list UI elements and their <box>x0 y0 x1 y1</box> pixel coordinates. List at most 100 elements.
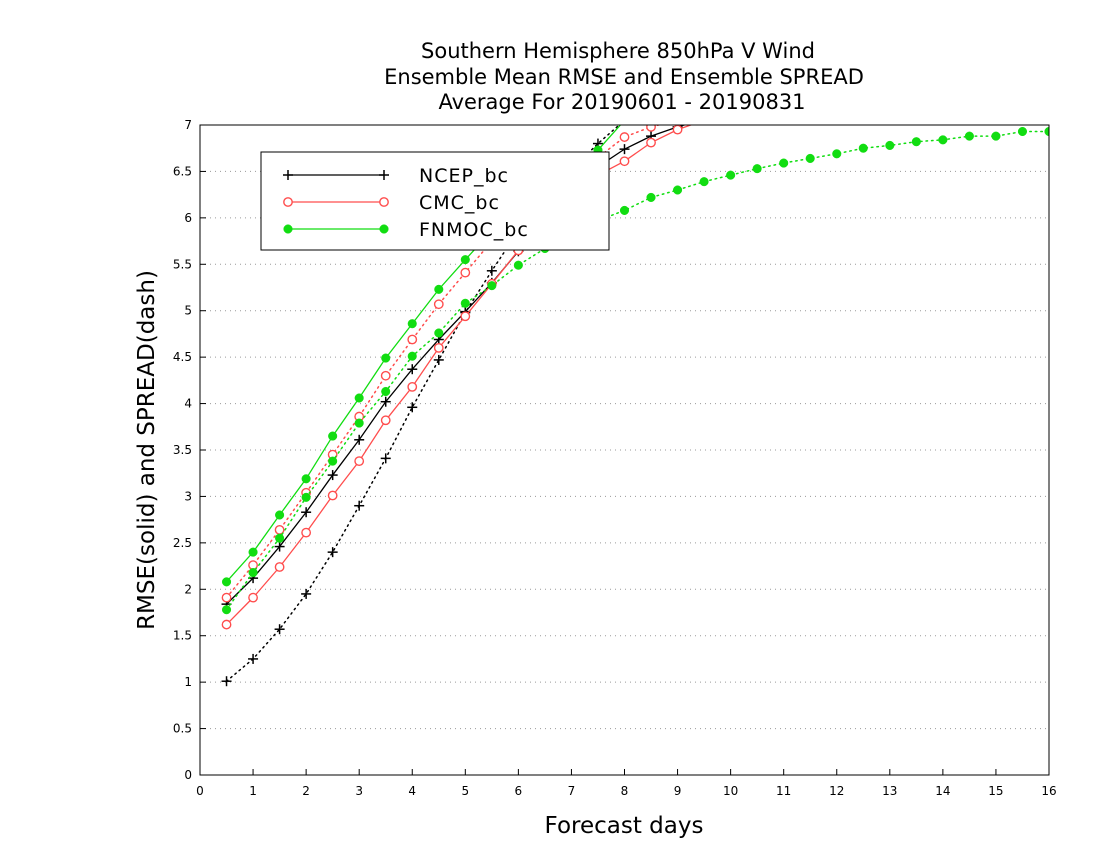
rmse-point-cmc-bc <box>301 527 312 538</box>
x-tick-label: 10 <box>723 784 738 798</box>
x-tick-label: 15 <box>988 784 1003 798</box>
legend-entry-cmc-bc: CMC_bc <box>283 192 500 214</box>
title-line-3: Average For 20190601 - 20190831 <box>438 90 805 114</box>
spread-point-fnmoc-bc <box>619 205 630 215</box>
x-tick-label: 2 <box>302 784 310 798</box>
spread-point-ncep-bc <box>623 125 626 126</box>
spread-point-fnmoc-bc <box>726 170 736 180</box>
rmse-point-cmc-bc <box>433 342 444 353</box>
y-tick-label: 6 <box>184 211 192 225</box>
rmse-point-ncep-bc <box>380 396 391 407</box>
rmse-point-fnmoc-bc <box>275 510 285 520</box>
spread-point-fnmoc-bc <box>911 137 921 147</box>
spread-point-ncep-bc <box>407 402 418 413</box>
rmse-point-fnmoc-bc <box>620 116 629 125</box>
rmse-point-cmc-bc <box>646 137 656 148</box>
y-tick-label: 5 <box>184 304 192 318</box>
spread-point-ncep-bc <box>274 624 285 635</box>
spread-point-fnmoc-bc <box>221 605 232 615</box>
grid <box>200 170 1049 730</box>
title-line-1: Southern Hemisphere 850hPa V Wind <box>421 39 815 63</box>
rmse-point-cmc-bc <box>327 490 338 501</box>
spread-point-cmc-bc <box>380 370 391 381</box>
legend-label: CMC_bc <box>419 192 500 214</box>
x-tick-label: 7 <box>568 784 576 798</box>
rmse-point-ncep-bc <box>354 434 365 445</box>
rmse-point-ncep-bc <box>327 470 338 481</box>
y-axis: 0 0.5 1 1.5 2 2.5 3 3.5 4 4.5 5 5.5 6 6.5 7 <box>173 118 206 782</box>
spread-point-fnmoc-bc <box>381 386 391 397</box>
spread-point-fnmoc-bc <box>964 131 974 141</box>
spread-point-cmc-bc <box>407 334 418 345</box>
legend-box <box>260 151 610 251</box>
y-axis-label: RMSE(solid) and SPREAD(dash) <box>134 270 160 630</box>
rmse-point-fnmoc-bc <box>354 393 364 403</box>
rmse-point-fnmoc-bc <box>381 353 391 363</box>
rmse-point-cmc-bc <box>702 125 706 126</box>
rmse-point-fnmoc-bc <box>328 431 338 441</box>
spread-point-fnmoc-bc <box>301 492 311 502</box>
legend-marker <box>379 197 389 207</box>
legend-label: FNMOC_bc <box>419 219 529 241</box>
series-cmc-bc <box>221 125 706 630</box>
spread-point-fnmoc-bc <box>248 568 258 578</box>
rmse-point-cmc-bc <box>274 562 285 572</box>
spread-point-fnmoc-bc <box>938 135 948 145</box>
rmse-point-cmc-bc <box>619 156 630 167</box>
spread-point-ncep-bc <box>221 676 232 687</box>
spread-point-fnmoc-bc <box>275 533 285 543</box>
legend-label: NCEP_bc <box>419 165 509 187</box>
legend: NCEP_bc CMC_bc FNMOC_bc <box>260 151 610 251</box>
spread-point-fnmoc-bc <box>328 456 338 466</box>
spread-point-cmc-bc <box>460 267 471 278</box>
rmse-point-cmc-bc <box>407 381 418 392</box>
y-tick-label: 6.5 <box>173 164 192 178</box>
spread-point-fnmoc-bc <box>487 281 497 291</box>
rmse-point-ncep-bc <box>274 541 285 552</box>
spread-point-cmc-bc <box>433 299 444 310</box>
x-tick-label: 16 <box>1041 784 1056 798</box>
spread-point-fnmoc-bc <box>699 177 709 187</box>
x-tick-label: 13 <box>882 784 897 798</box>
spread-point-ncep-bc <box>433 354 444 365</box>
x-tick-label: 6 <box>515 784 523 798</box>
x-tick-label: 1 <box>249 784 257 798</box>
spread-point-cmc-bc <box>619 132 630 142</box>
legend-marker <box>379 224 389 234</box>
x-tick-label: 4 <box>408 784 416 798</box>
spread-point-ncep-bc <box>248 653 259 664</box>
spread-point-ncep-bc <box>486 265 497 276</box>
rmse-point-fnmoc-bc <box>221 577 232 587</box>
spread-point-fnmoc-bc <box>832 149 842 159</box>
spread-point-fnmoc-bc <box>858 143 868 153</box>
rmse-point-ncep-bc <box>699 114 709 124</box>
spread-point-fnmoc-bc <box>805 153 815 163</box>
rmse-point-fnmoc-bc <box>301 474 311 484</box>
rmse-point-fnmoc-bc <box>248 547 258 557</box>
spread-point-fnmoc-bc <box>779 158 789 168</box>
spread-point-ncep-bc <box>301 588 312 599</box>
x-tick-label: 14 <box>935 784 950 798</box>
legend-marker <box>283 170 293 180</box>
spread-point-fnmoc-bc <box>460 298 470 308</box>
rmse-point-ncep-bc <box>301 507 312 518</box>
legend-entry-fnmoc-bc: FNMOC_bc <box>283 219 529 241</box>
spread-point-fnmoc-bc <box>752 164 762 174</box>
x-tick-label: 8 <box>621 784 629 798</box>
rmse-point-cmc-bc <box>672 125 683 135</box>
y-tick-label: 0.5 <box>173 722 192 736</box>
rmse-point-ncep-bc <box>619 144 630 155</box>
spread-point-fnmoc-bc <box>673 185 683 195</box>
spread-point-fnmoc-bc <box>354 418 364 428</box>
rmse-point-fnmoc-bc <box>460 255 470 265</box>
spread-point-ncep-bc <box>354 500 365 511</box>
rmse-point-cmc-bc <box>380 415 391 426</box>
y-tick-label: 3.5 <box>173 443 192 457</box>
spread-line-fnmoc-bc <box>225 130 1049 611</box>
rmse-point-cmc-bc <box>354 456 365 467</box>
x-axis: 0 1 2 3 4 5 6 7 8 9 10 11 12 13 14 15 16 <box>196 769 1057 798</box>
y-tick-label: 1 <box>184 675 192 689</box>
spread-point-cmc-bc <box>646 125 656 132</box>
x-tick-label: 0 <box>196 784 204 798</box>
